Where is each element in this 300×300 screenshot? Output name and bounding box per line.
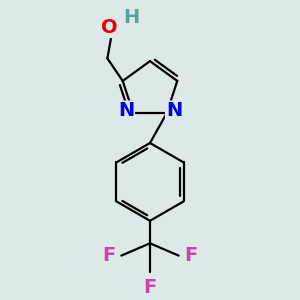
Text: F: F bbox=[102, 246, 116, 265]
Text: F: F bbox=[143, 278, 157, 297]
Text: N: N bbox=[118, 101, 134, 120]
Text: N: N bbox=[166, 101, 182, 120]
Text: F: F bbox=[184, 246, 198, 265]
Text: O: O bbox=[101, 18, 118, 37]
Text: H: H bbox=[123, 8, 139, 27]
